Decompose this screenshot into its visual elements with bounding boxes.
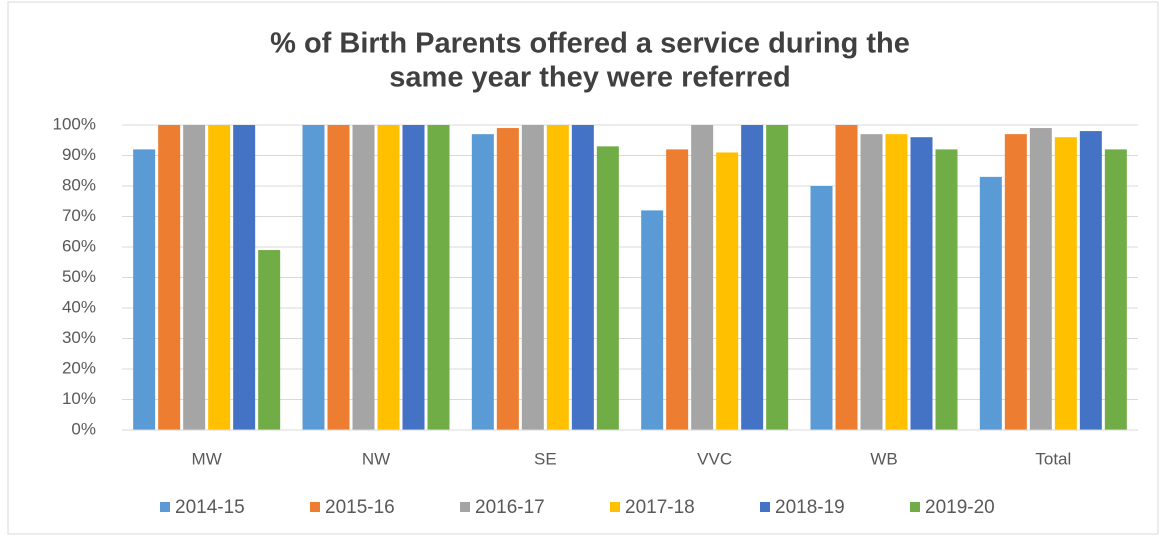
y-tick-label: 10% [62, 389, 96, 408]
bar [258, 250, 281, 430]
bar [546, 125, 569, 430]
legend-label: 2019-20 [925, 497, 995, 518]
bar [571, 125, 594, 430]
y-tick-label: 60% [62, 236, 96, 255]
legend-swatch [910, 502, 920, 512]
bar [766, 125, 789, 430]
bar [860, 134, 883, 430]
bar [885, 134, 908, 430]
y-tick-label: 20% [62, 358, 96, 377]
bar [158, 125, 181, 430]
bar [133, 149, 156, 430]
bar [208, 125, 231, 430]
bar [691, 125, 714, 430]
y-tick-label: 50% [62, 267, 96, 286]
y-tick-label: 30% [62, 328, 96, 347]
legend-label: 2018-19 [775, 497, 845, 518]
bar [521, 125, 544, 430]
legend-swatch [460, 502, 470, 512]
x-tick-label: Total [1035, 449, 1071, 468]
bar [1104, 149, 1127, 430]
x-tick-label: VVC [697, 449, 732, 468]
bar [910, 137, 933, 430]
legend-label: 2016-17 [475, 497, 545, 518]
legend-swatch [310, 502, 320, 512]
chart-title: same year they were referred [389, 62, 790, 94]
y-tick-label: 90% [62, 145, 96, 164]
y-tick-label: 80% [62, 175, 96, 194]
y-tick-label: 70% [62, 206, 96, 225]
bar [377, 125, 400, 430]
legend-label: 2015-16 [325, 497, 395, 518]
x-tick-label: MW [192, 449, 222, 468]
bar [496, 128, 519, 431]
bar [666, 149, 689, 430]
bar [1054, 137, 1077, 430]
chart-title: % of Birth Parents offered a service dur… [270, 28, 910, 60]
bar [233, 125, 256, 430]
legend-label: 2017-18 [625, 497, 695, 518]
x-tick-label: SE [534, 449, 557, 468]
x-tick-label: NW [362, 449, 390, 468]
bar [1004, 134, 1027, 430]
bar [471, 134, 494, 430]
bar [641, 210, 664, 430]
bar [352, 125, 375, 430]
legend-swatch [760, 502, 770, 512]
bar [1079, 131, 1102, 430]
y-tick-label: 0% [71, 419, 96, 438]
legend-swatch [610, 502, 620, 512]
bar [596, 146, 619, 430]
bar [835, 125, 858, 430]
bar [716, 152, 739, 430]
bar [979, 176, 1002, 430]
legend-label: 2014-15 [175, 497, 245, 518]
y-tick-label: 100% [53, 114, 96, 133]
bar [427, 125, 450, 430]
x-tick-label: WB [870, 449, 897, 468]
bar [1029, 128, 1052, 431]
bar [402, 125, 425, 430]
legend-swatch [160, 502, 170, 512]
bar [183, 125, 206, 430]
bar [810, 186, 833, 430]
y-tick-label: 40% [62, 297, 96, 316]
bar [741, 125, 764, 430]
bar [327, 125, 350, 430]
bar [935, 149, 958, 430]
bar [302, 125, 325, 430]
